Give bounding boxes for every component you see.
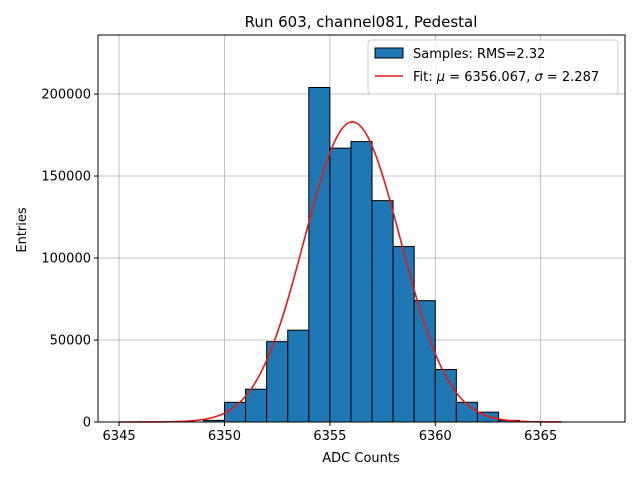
x-tick-label: 6365 <box>524 429 557 444</box>
chart-title: Run 603, channel081, Pedestal <box>245 13 478 31</box>
legend-fit-prefix: Fit: <box>413 70 437 85</box>
y-tick-label: 100000 <box>41 252 91 267</box>
y-axis-title: Entries <box>15 207 30 253</box>
histogram-bars <box>202 86 521 423</box>
legend-fit-sigma-value: = 2.287 <box>543 70 599 85</box>
legend-fit-mu-value: = 6356.067, <box>445 70 534 85</box>
x-axis-title: ADC Counts <box>322 451 400 466</box>
histogram-bar <box>329 147 352 423</box>
histogram-bar <box>392 246 415 423</box>
histogram-bar <box>350 141 373 423</box>
histogram-bar <box>308 86 331 423</box>
histogram-bar <box>413 300 436 423</box>
legend-samples-swatch <box>374 47 404 59</box>
y-tick-label: 0 <box>83 416 91 431</box>
histogram-bar <box>371 200 394 423</box>
histogram-bar <box>455 401 478 423</box>
legend: Samples: RMS=2.32 Fit: μ = 6356.067, σ =… <box>367 39 619 95</box>
histogram-bar <box>245 388 268 423</box>
x-tick-label: 6355 <box>313 429 346 444</box>
plot-area-frame <box>97 34 626 423</box>
histogram-bar <box>287 329 310 423</box>
y-tick-label: 150000 <box>41 170 91 185</box>
legend-fit-mu-symbol: μ <box>436 70 445 85</box>
y-axis-ticks: 0 50000 100000 150000 200000 <box>41 88 98 431</box>
legend-samples-label: Samples: RMS=2.32 <box>413 47 545 62</box>
x-tick-label: 6350 <box>208 429 241 444</box>
y-tick-label: 200000 <box>41 88 91 103</box>
y-tick-label: 50000 <box>50 334 91 349</box>
legend-box <box>367 39 619 95</box>
legend-fit-label: Fit: μ = 6356.067, σ = 2.287 <box>413 70 599 85</box>
x-tick-label: 6345 <box>103 429 136 444</box>
x-axis-ticks: 6345 6350 6355 6360 6365 <box>103 422 557 444</box>
fit-curve <box>119 121 562 423</box>
legend-fit-sigma-symbol: σ <box>535 70 544 85</box>
x-tick-label: 6360 <box>419 429 452 444</box>
